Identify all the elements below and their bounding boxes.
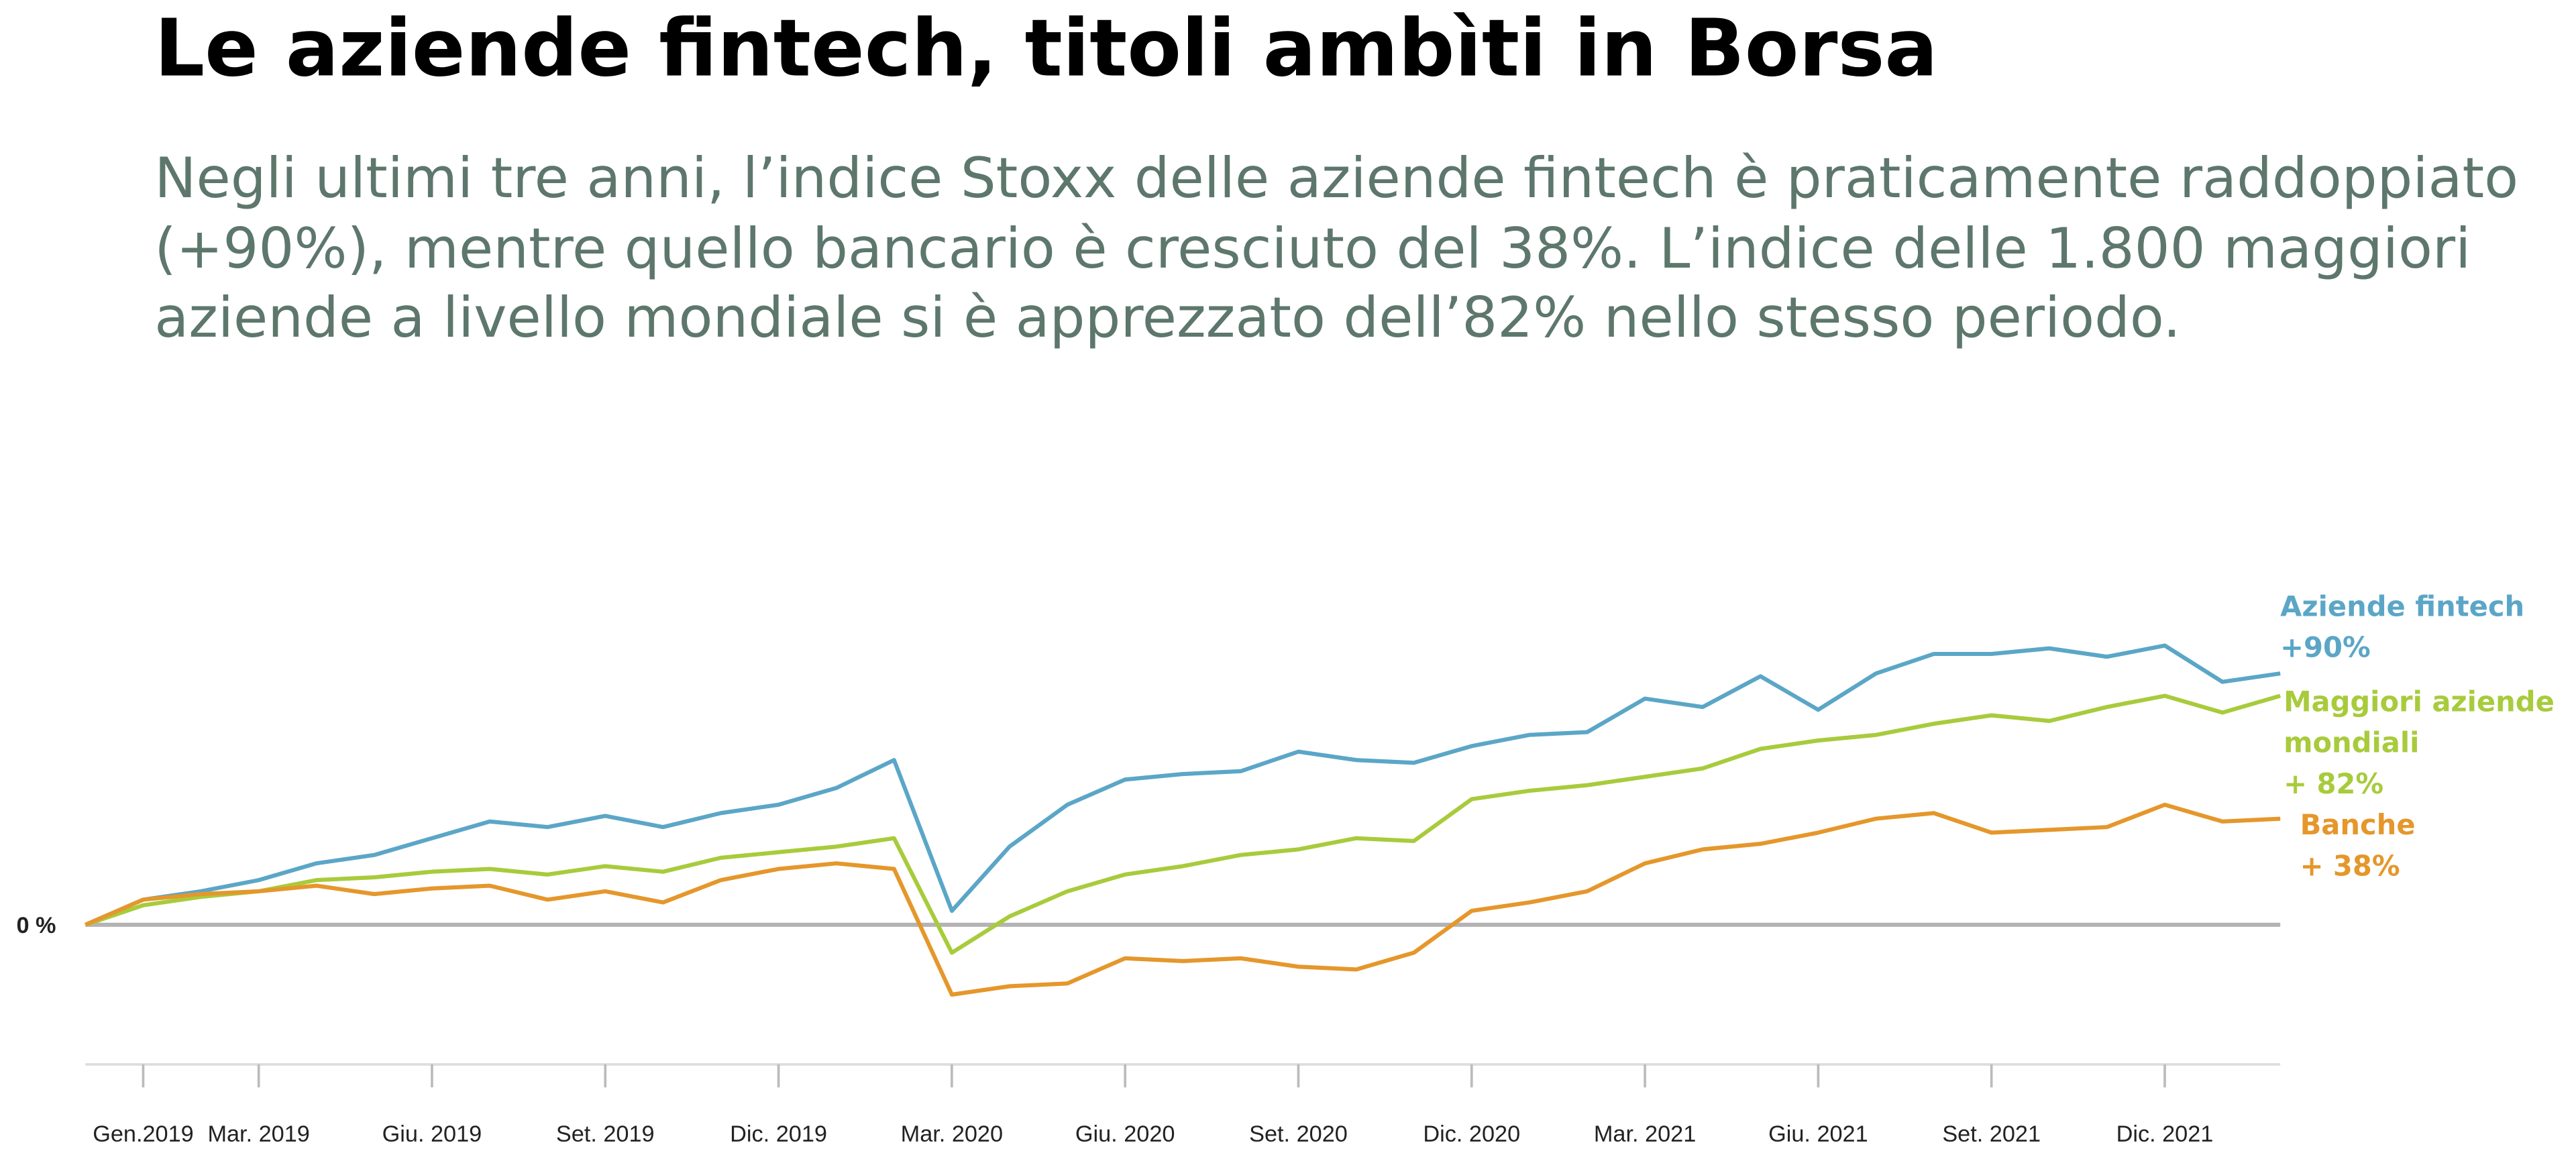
series-label: +90% (2280, 631, 2371, 664)
x-tick-label: Set. 2021 (1942, 1121, 2041, 1147)
x-tick-label: Mar. 2019 (207, 1121, 309, 1147)
series-label: + 38% (2300, 849, 2400, 882)
series-label: Aziende fintech (2280, 590, 2524, 622)
x-tick-label: Mar. 2021 (1594, 1121, 1696, 1147)
x-tick-label: Giu. 2021 (1768, 1121, 1868, 1147)
series-line (85, 802, 2281, 997)
x-tick-label: Gen.2019 (93, 1121, 194, 1147)
series-label: + 82% (2284, 767, 2383, 800)
x-tick-label: Giu. 2019 (382, 1121, 482, 1147)
series-label: mondiali (2284, 726, 2419, 759)
series-label: Maggiori aziende (2284, 685, 2555, 718)
subtitle-line: Negli ultimi tre anni, l’indice Stoxx de… (154, 146, 2518, 211)
series-line (85, 694, 2282, 955)
x-tick-label: Set. 2020 (1249, 1121, 1348, 1147)
series-label: Banche (2300, 808, 2416, 841)
subtitle-line: (+90%), mentre quello bancario è cresciu… (154, 216, 2471, 281)
x-tick-label: Set. 2019 (556, 1121, 655, 1147)
x-tick-label: Dic. 2021 (2116, 1121, 2214, 1147)
series-line (85, 643, 2281, 927)
x-tick-label: Giu. 2020 (1075, 1121, 1175, 1147)
chart-title: Le aziende fintech, titoli ambìti in Bor… (154, 3, 1938, 95)
x-tick-label: Dic. 2020 (1423, 1121, 1520, 1147)
y-tick-label: 0 % (16, 913, 56, 938)
x-tick-label: Mar. 2020 (901, 1121, 1003, 1147)
x-tick-label: Dic. 2019 (730, 1121, 827, 1147)
subtitle-line: aziende a livello mondiale si è apprezza… (154, 285, 2181, 350)
